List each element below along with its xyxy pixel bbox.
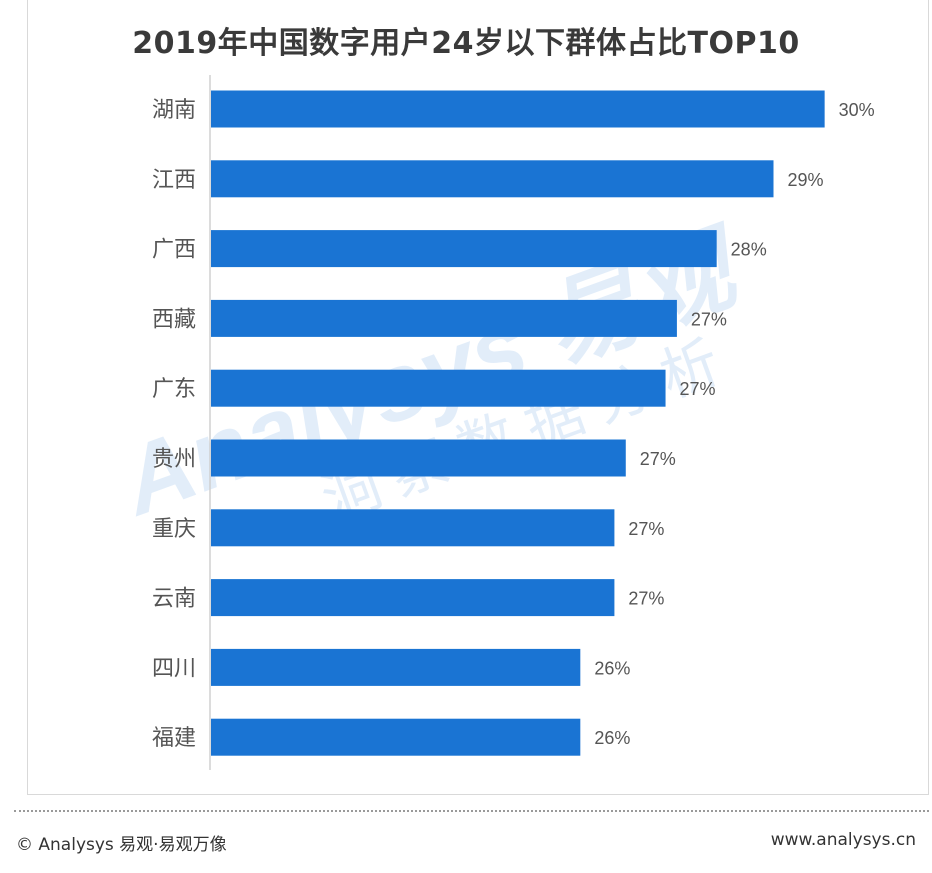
bar-0 (211, 90, 825, 128)
value-label: 27% (640, 449, 676, 469)
bar-8 (211, 648, 581, 686)
category-label: 重庆 (152, 517, 196, 542)
category-label: 四川 (152, 656, 196, 681)
bar-chart: 湖南 30% 江西 29% 广西 28% 西藏 27% 广东 27% 贵州 27% 重庆 27% 云南 27%… (152, 75, 875, 770)
value-label: 27% (628, 589, 664, 609)
value-label: 30% (839, 100, 875, 120)
value-label: 26% (594, 728, 630, 748)
value-label: 27% (680, 379, 716, 399)
value-label: 27% (691, 309, 727, 329)
bar-7 (211, 579, 615, 617)
footer-divider (14, 810, 929, 812)
value-label: 26% (594, 658, 630, 678)
category-label: 贵州 (152, 447, 196, 472)
footer-website[interactable]: www.analysys.cn (770, 830, 916, 850)
bar-2 (211, 230, 717, 268)
category-label: 云南 (152, 587, 196, 612)
bar-3 (211, 299, 677, 337)
category-label: 湖南 (152, 98, 196, 123)
category-label: 广西 (152, 238, 196, 263)
bar-5 (211, 439, 626, 477)
value-label: 27% (628, 519, 664, 539)
bar-4 (211, 369, 666, 407)
value-label: 28% (731, 240, 767, 260)
category-label: 福建 (152, 726, 196, 751)
category-label: 江西 (152, 168, 196, 193)
chart-title: 2019年中国数字用户24岁以下群体占比TOP10 (132, 26, 800, 61)
category-label: 广东 (152, 377, 196, 402)
bar-9 (211, 718, 581, 756)
bar-6 (211, 509, 615, 547)
value-label: 29% (788, 170, 824, 190)
footer-copyright: © Analysys 易观·易观万像 (16, 835, 227, 855)
bar-1 (211, 160, 774, 198)
category-label: 西藏 (152, 307, 196, 332)
bars-group: 湖南 30% 江西 29% 广西 28% 西藏 27% 广东 27% 贵州 27% 重庆 27% 云南 27%… (152, 90, 875, 756)
